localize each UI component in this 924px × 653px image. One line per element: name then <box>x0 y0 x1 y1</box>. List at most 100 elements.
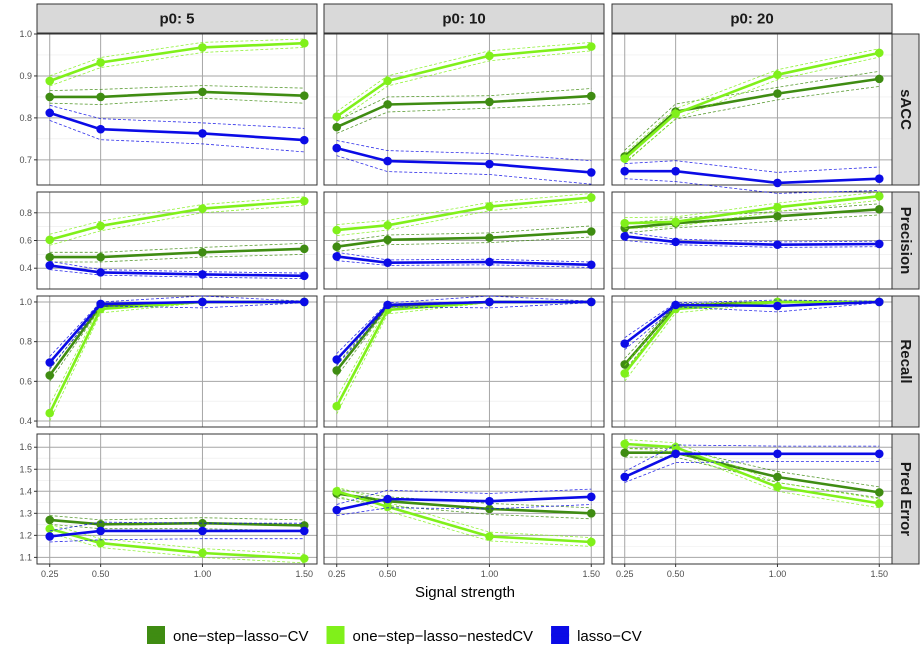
y-tick-label: 1.0 <box>19 29 32 39</box>
series-path <box>624 452 880 479</box>
error-band-upper <box>336 225 592 243</box>
x-tick-label: 1.00 <box>481 569 499 579</box>
y-tick-label: 1.6 <box>19 442 32 452</box>
data-point <box>671 449 680 459</box>
data-point <box>332 486 342 496</box>
x-tick-label: 0.25 <box>616 569 634 579</box>
legend-item: lasso−CV <box>551 626 642 645</box>
series-line <box>45 523 309 564</box>
series-path <box>49 199 305 242</box>
series-line <box>332 88 596 134</box>
data-point <box>45 252 55 262</box>
data-point <box>198 87 207 97</box>
error-band-lower <box>336 260 592 268</box>
series-line <box>45 38 309 87</box>
y-tick-label: 1.3 <box>19 508 32 518</box>
panel-border <box>323 295 605 428</box>
data-point <box>620 154 630 163</box>
data-point <box>96 252 105 262</box>
data-point <box>671 300 680 310</box>
error-band-upper <box>336 486 592 538</box>
error-band-upper <box>49 260 305 274</box>
panel-border <box>323 33 605 186</box>
error-band-lower <box>624 302 880 382</box>
data-point <box>874 48 884 58</box>
column-strip-label: p0: 10 <box>442 11 485 28</box>
series-path <box>49 527 305 560</box>
data-point <box>299 135 309 145</box>
error-band-upper <box>49 104 305 129</box>
data-point <box>485 532 494 541</box>
data-point <box>45 408 55 418</box>
series-path <box>335 300 592 361</box>
data-point <box>586 492 596 502</box>
series-line <box>620 160 884 194</box>
data-point <box>485 159 494 169</box>
data-point <box>45 532 55 541</box>
series-path <box>624 442 880 505</box>
error-band-upper <box>49 521 305 532</box>
error-band-upper <box>49 85 305 91</box>
error-band-lower <box>336 236 592 252</box>
panel-border <box>323 191 605 290</box>
data-point <box>198 270 207 279</box>
data-point <box>620 166 630 176</box>
y-tick-label: 1.1 <box>19 552 32 562</box>
data-point <box>332 242 342 252</box>
series-path <box>624 208 880 230</box>
x-axis-title: Signal strength <box>415 584 515 601</box>
data-point <box>485 51 494 61</box>
series-line <box>45 196 309 246</box>
data-point <box>45 235 55 245</box>
error-band-upper <box>624 444 880 472</box>
y-tick-label: 0.8 <box>19 113 32 123</box>
y-tick-label: 1.2 <box>19 530 32 540</box>
error-band-lower <box>624 461 880 483</box>
data-point <box>332 252 342 261</box>
error-band-upper <box>624 160 880 173</box>
data-point <box>586 260 596 270</box>
data-point <box>773 472 782 482</box>
error-band-lower <box>49 254 305 263</box>
data-point <box>485 297 494 307</box>
data-point <box>485 97 494 107</box>
error-band-lower <box>49 204 305 246</box>
data-point <box>586 193 596 202</box>
y-tick-label: 1.4 <box>19 486 32 496</box>
data-point <box>96 526 105 536</box>
data-point <box>198 518 207 528</box>
data-point <box>45 92 55 102</box>
error-band-upper <box>624 447 880 488</box>
panel-border <box>36 295 318 428</box>
data-point <box>773 449 782 459</box>
data-point <box>332 122 342 132</box>
x-tick-label: 0.25 <box>328 569 346 579</box>
error-band-lower <box>49 269 305 279</box>
data-point <box>586 509 596 518</box>
series-path <box>624 235 880 246</box>
series-line <box>620 48 884 164</box>
data-point <box>773 301 782 311</box>
data-point <box>45 76 55 86</box>
column-strip <box>323 3 605 34</box>
series-path <box>624 451 880 494</box>
data-point <box>96 268 105 277</box>
data-point <box>299 196 309 206</box>
y-tick-label: 0.6 <box>19 376 32 386</box>
data-point <box>45 515 55 525</box>
y-tick-label: 0.8 <box>19 337 32 347</box>
panel-background <box>612 34 892 185</box>
error-band-lower <box>336 103 592 134</box>
series-line <box>620 70 884 164</box>
error-band-lower <box>49 302 305 369</box>
column-strip <box>611 3 893 34</box>
series-line <box>332 42 596 123</box>
data-point <box>383 258 392 267</box>
facet-panel <box>36 295 318 428</box>
data-point <box>586 91 596 101</box>
x-tick-label: 1.50 <box>871 569 889 579</box>
data-point <box>299 271 309 281</box>
series-line <box>45 85 309 105</box>
error-band-upper <box>49 515 305 521</box>
